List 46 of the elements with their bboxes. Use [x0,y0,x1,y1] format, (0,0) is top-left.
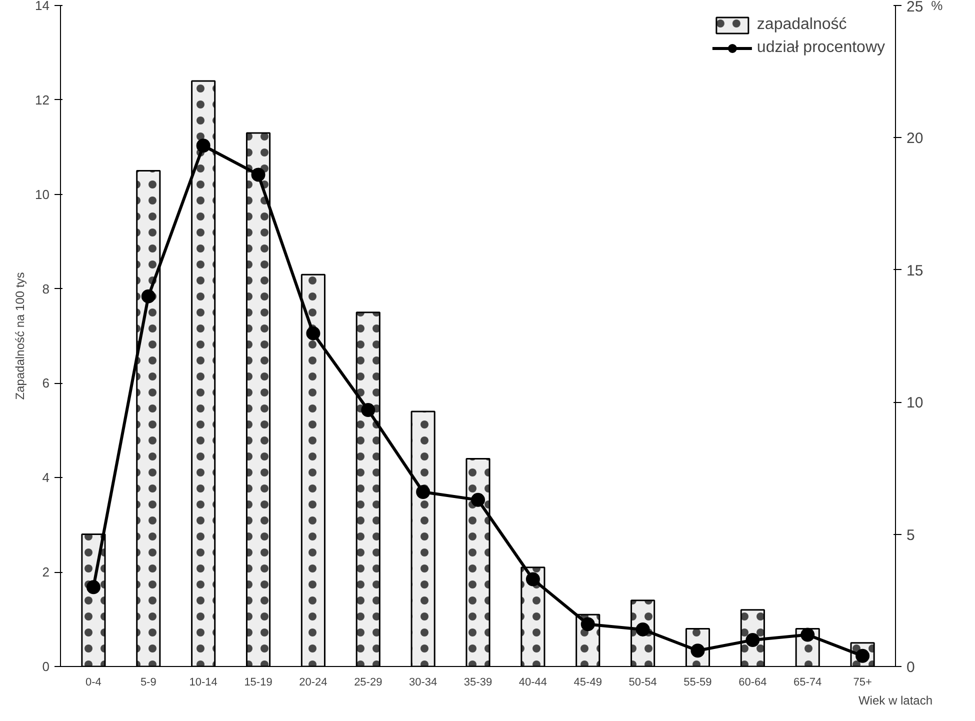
y-tick-label: 14 [35,0,50,13]
point [361,403,376,418]
y2-tick-label: 20 [906,130,924,148]
y2-axis-title: % [931,0,944,13]
x-tick-label: 55-59 [684,676,712,688]
y-tick-label: 10 [35,186,50,202]
x-tick-label: 45-49 [574,676,602,688]
y-tick-label: 0 [42,659,50,674]
x-axis-title: Wiek w latach [858,694,933,708]
y2-tick-label: 15 [906,262,924,280]
point [196,138,210,153]
point [526,572,540,586]
x-tick-label: 60-64 [738,676,767,688]
point [141,289,156,304]
y2-tick-label: 5 [906,526,915,544]
x-tick-label: 65-74 [794,676,822,688]
point [251,168,266,182]
point [580,617,595,632]
point [416,485,430,499]
y-tick-label: 4 [42,470,50,486]
y-tick-label: 12 [35,92,50,108]
y2-tick-label: 25 [906,0,924,16]
y-tick-label: 2 [42,564,50,580]
x-tick-label: 25-29 [354,676,382,688]
y-axis-title: Zapadalność na 100 tys [13,272,28,400]
x-tick-label: 20-24 [299,676,328,688]
x-tick-label: 40-44 [518,676,548,688]
point [306,326,320,340]
legend-label: zapadalność [756,16,847,34]
y2-tick-label: 10 [906,394,924,412]
x-tick-label: 75+ [853,676,872,688]
y-tick-label: 8 [42,281,50,296]
x-tick-label: 15-19 [244,676,272,688]
point [86,580,100,594]
x-tick-label: 50-54 [628,676,657,688]
y-tick-label: 6 [42,376,50,391]
x-tick-label: 30-34 [409,676,438,688]
y2-tick-label: 0 [906,659,915,676]
point [800,628,815,642]
x-tick-label: 0-4 [86,676,102,688]
point [471,492,485,507]
x-tick-label: 35-39 [464,676,492,688]
x-tick-label: 10-14 [189,676,218,688]
legend-label: udział procentowy [756,39,885,57]
x-tick-label: 5-9 [140,676,156,688]
point [636,622,650,636]
